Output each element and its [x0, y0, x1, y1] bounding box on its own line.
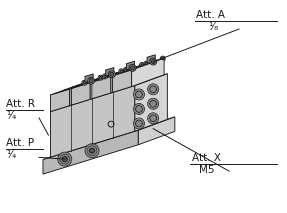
- Polygon shape: [126, 61, 135, 70]
- Polygon shape: [51, 77, 102, 95]
- Polygon shape: [71, 83, 90, 105]
- Text: Att. R: Att. R: [6, 99, 35, 109]
- Circle shape: [62, 157, 67, 162]
- Circle shape: [83, 82, 86, 84]
- Text: ¹⁄₈: ¹⁄₈: [208, 22, 218, 32]
- Circle shape: [162, 57, 164, 60]
- Circle shape: [88, 77, 95, 84]
- Circle shape: [135, 105, 142, 112]
- Polygon shape: [90, 71, 123, 99]
- Circle shape: [89, 79, 93, 83]
- Circle shape: [82, 80, 87, 85]
- Text: Att. X: Att. X: [191, 153, 220, 163]
- Polygon shape: [113, 58, 164, 76]
- Polygon shape: [51, 74, 167, 112]
- Circle shape: [60, 154, 70, 164]
- Polygon shape: [69, 77, 102, 106]
- Polygon shape: [113, 70, 132, 92]
- Circle shape: [129, 65, 136, 71]
- Polygon shape: [106, 68, 114, 76]
- Circle shape: [133, 104, 144, 114]
- Polygon shape: [43, 130, 138, 174]
- Circle shape: [150, 58, 157, 65]
- Polygon shape: [92, 76, 111, 99]
- Circle shape: [139, 62, 145, 68]
- Circle shape: [90, 148, 94, 153]
- Circle shape: [58, 152, 72, 166]
- Circle shape: [160, 56, 165, 61]
- Polygon shape: [43, 117, 175, 160]
- Circle shape: [133, 89, 144, 100]
- Text: M5: M5: [199, 165, 215, 175]
- Circle shape: [148, 84, 159, 95]
- Circle shape: [141, 64, 143, 66]
- Circle shape: [125, 69, 127, 71]
- Circle shape: [110, 72, 114, 76]
- Polygon shape: [138, 117, 175, 145]
- Text: ¹⁄₄: ¹⁄₄: [6, 111, 17, 121]
- Polygon shape: [132, 58, 164, 86]
- Circle shape: [87, 146, 97, 156]
- Circle shape: [135, 120, 142, 127]
- Circle shape: [145, 62, 148, 65]
- Polygon shape: [135, 74, 167, 131]
- Text: Att. A: Att. A: [197, 10, 226, 20]
- Circle shape: [108, 121, 114, 127]
- Circle shape: [150, 86, 157, 93]
- Circle shape: [98, 75, 103, 80]
- Circle shape: [150, 115, 157, 122]
- Circle shape: [102, 74, 107, 79]
- Circle shape: [100, 76, 102, 79]
- Circle shape: [120, 70, 123, 72]
- Text: ¹⁄₄: ¹⁄₄: [6, 150, 17, 160]
- Circle shape: [135, 91, 142, 98]
- Polygon shape: [85, 74, 93, 83]
- Circle shape: [133, 118, 144, 129]
- Polygon shape: [147, 55, 155, 63]
- Polygon shape: [111, 65, 144, 93]
- Circle shape: [104, 75, 106, 78]
- Circle shape: [144, 61, 149, 66]
- Circle shape: [85, 144, 99, 158]
- Circle shape: [148, 113, 159, 124]
- Circle shape: [123, 68, 128, 72]
- Circle shape: [148, 98, 159, 109]
- Polygon shape: [71, 71, 123, 89]
- Polygon shape: [92, 65, 144, 82]
- Circle shape: [108, 71, 115, 78]
- Circle shape: [151, 60, 155, 63]
- Circle shape: [131, 66, 135, 70]
- Circle shape: [119, 69, 124, 74]
- Polygon shape: [51, 86, 135, 157]
- Polygon shape: [51, 89, 69, 112]
- Text: Att. P: Att. P: [6, 138, 34, 148]
- Circle shape: [150, 100, 157, 107]
